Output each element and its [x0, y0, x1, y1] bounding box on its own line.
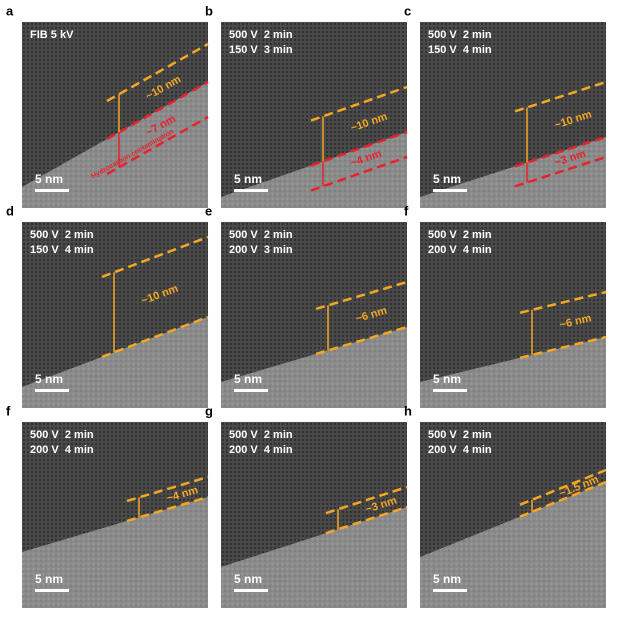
condition: 500 V 2 min — [428, 229, 492, 241]
condition: 500 V 2 min — [428, 29, 492, 41]
dashed-line — [310, 85, 408, 122]
amorphous-region — [221, 507, 407, 608]
scale-bar-label: 5 nm — [433, 572, 461, 586]
condition: 150 V 4 min — [428, 44, 492, 56]
dashed-line — [315, 280, 408, 311]
condition: FIB 5 kV — [30, 29, 74, 41]
dashed-line — [101, 315, 209, 359]
dashed-line — [315, 325, 408, 356]
condition: 500 V 2 min — [30, 229, 94, 241]
condition: 200 V 4 min — [30, 444, 94, 456]
scale-bar-label: 5 nm — [35, 372, 63, 386]
scale-bar — [234, 589, 268, 592]
scale-bar-label: 5 nm — [433, 172, 461, 186]
panel-letter: f — [6, 403, 11, 418]
condition: 500 V 2 min — [30, 429, 94, 441]
dashed-line — [106, 80, 209, 141]
dashed-line — [310, 155, 408, 192]
dashed-line — [519, 480, 607, 518]
scale-bar-label: 5 nm — [35, 172, 63, 186]
scale-bar — [433, 589, 467, 592]
dashed-line — [514, 155, 607, 188]
scale-bar-label: 5 nm — [234, 372, 262, 386]
amorphous-region — [221, 327, 407, 408]
condition: 500 V 2 min — [229, 29, 293, 41]
dashed-line — [325, 505, 408, 535]
panel-letter: b — [205, 3, 213, 18]
condition: 200 V 4 min — [229, 444, 293, 456]
dashed-line — [126, 475, 209, 503]
scale-bar — [234, 389, 268, 392]
dashed-line — [106, 42, 209, 103]
condition: 150 V 3 min — [229, 44, 293, 56]
scale-bar-label: 5 nm — [433, 372, 461, 386]
scale-bar — [35, 589, 69, 592]
scale-bar — [234, 189, 268, 192]
dashed-line — [126, 495, 209, 523]
scale-bar-label: 5 nm — [234, 172, 262, 186]
condition: 500 V 2 min — [428, 429, 492, 441]
panel-letter: h — [404, 403, 412, 418]
condition: 200 V 4 min — [428, 244, 492, 256]
scale-bar — [35, 189, 69, 192]
condition: 500 V 2 min — [229, 229, 293, 241]
amorphous-region — [22, 497, 208, 608]
scale-bar-label: 5 nm — [35, 572, 63, 586]
dashed-line — [106, 115, 209, 176]
dashed-line — [514, 80, 607, 113]
dashed-line — [519, 335, 607, 360]
scale-bar-label: 5 nm — [234, 572, 262, 586]
dashed-line — [519, 290, 607, 315]
amorphous-region — [22, 317, 208, 408]
scale-bar — [433, 389, 467, 392]
dashed-line — [519, 468, 607, 506]
dashed-line — [514, 135, 607, 168]
panel-letter: f — [404, 203, 409, 218]
condition: 150 V 4 min — [30, 244, 94, 256]
dashed-line — [310, 130, 408, 167]
condition: 200 V 4 min — [428, 444, 492, 456]
panel-letter: e — [205, 203, 212, 218]
amorphous-region — [420, 482, 606, 608]
condition: 500 V 2 min — [229, 429, 293, 441]
panel-letter: d — [6, 203, 14, 218]
dashed-line — [101, 235, 209, 279]
condition: 200 V 3 min — [229, 244, 293, 256]
scale-bar — [35, 389, 69, 392]
panel-letter: g — [205, 403, 213, 418]
dashed-line — [325, 485, 408, 515]
scale-bar — [433, 189, 467, 192]
panel-letter: a — [6, 3, 14, 18]
panel-letter: c — [404, 3, 411, 18]
amorphous-region — [22, 82, 208, 208]
